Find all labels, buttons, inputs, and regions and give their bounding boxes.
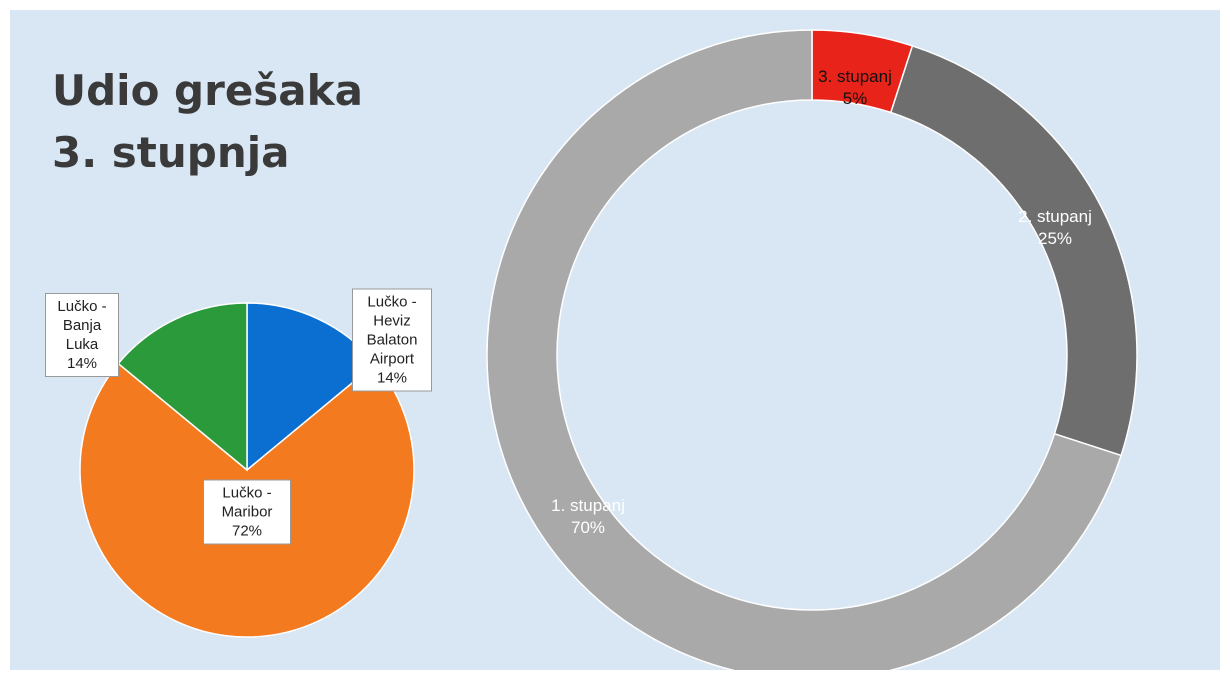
label-value: 72% <box>231 522 263 540</box>
data-label: Lučko - Banja Luka 14% <box>45 293 119 377</box>
label-value: 14% <box>66 355 98 372</box>
data-label: 2. stupanj 25% <box>995 206 1115 250</box>
slide: Udio grešaka 3. stupnja Lučko - Heviz Ba… <box>10 10 1220 670</box>
label-value: 5% <box>842 89 868 108</box>
donut-segment <box>486 29 1123 670</box>
label-category: Lučko - Heviz Balaton Airport <box>366 293 418 368</box>
label-category: 3. stupanj <box>818 67 892 86</box>
data-label: 1. stupanj 70% <box>528 495 648 539</box>
label-value: 70% <box>570 518 606 537</box>
data-label: 3. stupanj 5% <box>795 66 915 110</box>
label-category: Lučko - Banja Luka <box>57 298 107 353</box>
pie-slice <box>117 302 248 472</box>
label-category: 1. stupanj <box>551 496 625 515</box>
data-label: Lučko - Heviz Balaton Airport 14% <box>352 288 432 392</box>
label-value: 25% <box>1037 229 1073 248</box>
data-label: Lučko - Maribor 72% <box>203 479 291 545</box>
donut-segment <box>889 44 1138 457</box>
label-category: Lučko - Maribor <box>221 484 273 521</box>
label-value: 14% <box>376 369 408 387</box>
slide-title: Udio grešaka 3. stupnja <box>52 66 363 177</box>
label-category: 2. stupanj <box>1018 207 1092 226</box>
